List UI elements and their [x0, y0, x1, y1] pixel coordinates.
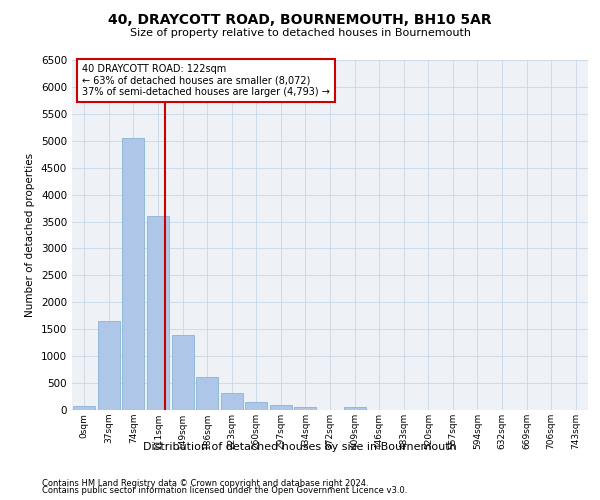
Text: Size of property relative to detached houses in Bournemouth: Size of property relative to detached ho… [130, 28, 470, 38]
Y-axis label: Number of detached properties: Number of detached properties [25, 153, 35, 317]
Text: Contains public sector information licensed under the Open Government Licence v3: Contains public sector information licen… [42, 486, 407, 495]
Bar [295, 407, 316, 410]
Bar [147, 216, 169, 410]
Bar [221, 394, 243, 410]
Bar [172, 334, 194, 410]
Bar [73, 406, 95, 410]
Bar [98, 321, 120, 410]
Bar [344, 408, 365, 410]
Bar [196, 376, 218, 410]
Text: Contains HM Land Registry data © Crown copyright and database right 2024.: Contains HM Land Registry data © Crown c… [42, 478, 368, 488]
Bar [270, 405, 292, 410]
Text: 40, DRAYCOTT ROAD, BOURNEMOUTH, BH10 5AR: 40, DRAYCOTT ROAD, BOURNEMOUTH, BH10 5AR [108, 12, 492, 26]
Text: Distribution of detached houses by size in Bournemouth: Distribution of detached houses by size … [143, 442, 457, 452]
Bar [245, 402, 268, 410]
Bar [122, 138, 145, 410]
Text: 40 DRAYCOTT ROAD: 122sqm
← 63% of detached houses are smaller (8,072)
37% of sem: 40 DRAYCOTT ROAD: 122sqm ← 63% of detach… [82, 64, 330, 96]
